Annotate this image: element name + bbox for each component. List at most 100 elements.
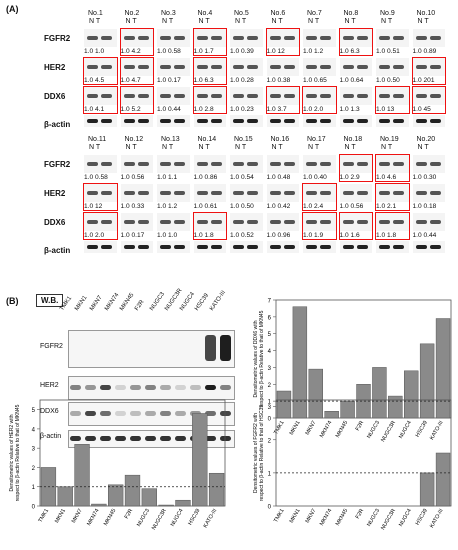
- bar: [308, 368, 323, 419]
- band-n: [87, 36, 98, 40]
- value-label: 1.0 2.0: [303, 106, 324, 113]
- highlight-box: [375, 86, 410, 114]
- nt-label: N T: [417, 18, 429, 25]
- case-label: No.12: [124, 136, 144, 143]
- y-tick-label: 4: [32, 427, 36, 433]
- band-t: [210, 245, 222, 249]
- band-t: [174, 119, 185, 123]
- band-t: [137, 191, 149, 195]
- nt-label: N T: [162, 18, 174, 25]
- y-tick-label: 1: [32, 485, 36, 491]
- blot-band: [160, 435, 171, 441]
- band-t: [247, 220, 258, 224]
- band-t: [247, 36, 258, 40]
- value-label: 1.0 0.44: [157, 106, 181, 113]
- band-n: [415, 36, 427, 40]
- blot-band: [70, 410, 81, 416]
- value-label: 1.0 0.18: [412, 203, 437, 210]
- band-t: [247, 65, 258, 69]
- band-n: [379, 36, 390, 40]
- x-tick-label: KATO-III: [429, 508, 445, 529]
- blot-cell: [303, 241, 336, 253]
- value-label: 1.0 4.5: [84, 77, 105, 84]
- band-n: [379, 65, 390, 69]
- value-label: 1.0 1.8: [193, 232, 214, 239]
- cell-line-label: NUGC4: [179, 291, 197, 312]
- blot-cell: [412, 29, 445, 47]
- band-t: [283, 36, 295, 40]
- band-t: [393, 245, 404, 249]
- band-t: [429, 94, 441, 98]
- band-t: [320, 245, 331, 249]
- band-t: [356, 191, 368, 195]
- blot-cell: [120, 184, 153, 202]
- value-label: 1.0 0.33: [120, 203, 145, 210]
- highlight-box: [83, 212, 118, 240]
- cell-line-label: KATO-III: [209, 289, 228, 312]
- value-label: 1.0 1.2: [157, 203, 178, 210]
- value-label: 1.0 0.58: [84, 174, 108, 181]
- blot-cell: [120, 87, 153, 105]
- blot-cell: [339, 213, 372, 231]
- x-tick-label: MKN74: [319, 508, 333, 527]
- blot-cell: [193, 29, 226, 47]
- blot-cell: [157, 29, 190, 47]
- band-t: [429, 245, 441, 249]
- value-label: 1.0 0.39: [230, 48, 254, 55]
- highlight-box: [375, 154, 410, 182]
- row-label: DDX6: [44, 218, 66, 227]
- band-n: [342, 65, 354, 69]
- band-n: [123, 36, 135, 40]
- band-n: [379, 191, 390, 195]
- band-n: [196, 65, 208, 69]
- value-label: 1.0 1.8: [376, 232, 397, 239]
- blot-band: [205, 335, 216, 361]
- band-t: [137, 162, 149, 166]
- band-n: [415, 191, 427, 195]
- blot-cell: [303, 87, 336, 105]
- blot-cell: [120, 29, 153, 47]
- y-tick-label: 0: [268, 505, 272, 511]
- blot-cell: [412, 87, 445, 105]
- band-t: [247, 162, 258, 166]
- y-tick-label: 7: [268, 299, 272, 305]
- x-tick-label: MKN7: [305, 508, 318, 524]
- x-tick-label: MKN1: [54, 508, 67, 524]
- blot-band: [115, 435, 126, 441]
- y-tick-label: 5: [268, 332, 272, 338]
- panel-b: (B) W.B. TMK1 MKN1 MKN7 MKN74 MKN45 F2R NUGC3 N…: [0, 288, 458, 550]
- band-t: [174, 162, 185, 166]
- band-n: [342, 36, 354, 40]
- bar: [124, 474, 141, 507]
- cell-line-label: HSC39: [194, 292, 211, 312]
- cell-line-label: MKN7: [89, 294, 104, 312]
- band-n: [269, 119, 281, 123]
- blot-band: [190, 384, 201, 390]
- y-tick-label: 1: [268, 471, 272, 477]
- case-label: No.3: [161, 10, 176, 17]
- bar: [388, 395, 403, 419]
- blot-band: [85, 435, 96, 441]
- band-n: [379, 162, 390, 166]
- bar: [435, 452, 451, 507]
- x-tick-label: MKN45: [103, 508, 117, 527]
- y-tick-label: 1: [268, 400, 272, 406]
- nt-label: N T: [381, 18, 393, 25]
- y-tick-label: 5: [32, 408, 36, 414]
- highlight-box: [338, 212, 373, 240]
- value-label: 1.0 1.6: [339, 232, 360, 239]
- value-label: 1.0 0.89: [412, 48, 437, 55]
- band-t: [320, 162, 331, 166]
- band-t: [320, 191, 331, 195]
- band-n: [379, 245, 390, 249]
- x-tick-label: HSC39: [415, 508, 429, 526]
- value-label: 1.0 0.50: [376, 77, 400, 84]
- blot-cell: [230, 29, 263, 47]
- highlight-box: [192, 212, 227, 240]
- band-n: [233, 36, 244, 40]
- blot-cell: [193, 115, 226, 127]
- blot-cell: [157, 184, 190, 202]
- y-tick-label: 2: [32, 466, 36, 472]
- band-t: [210, 94, 222, 98]
